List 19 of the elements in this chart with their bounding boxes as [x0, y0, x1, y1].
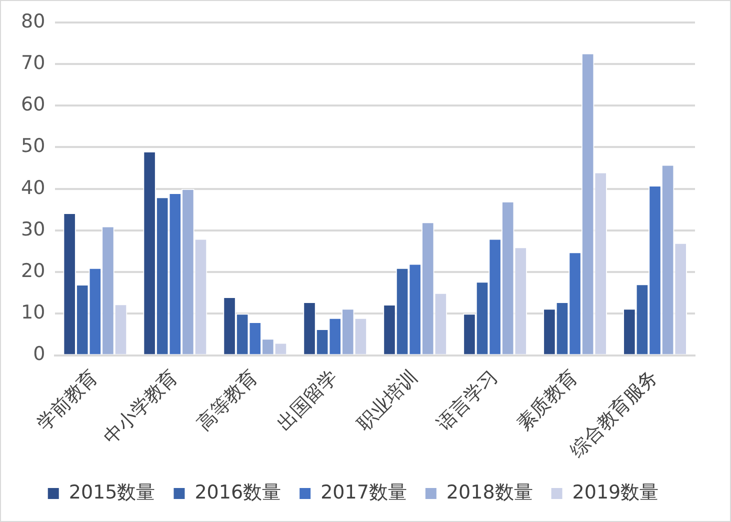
legend-label: 2015数量 [68, 481, 156, 504]
legend-label: 2019数量 [572, 481, 659, 504]
y-tick-label: 60 [20, 94, 46, 116]
x-tick-label: 高等教育 [192, 366, 262, 436]
x-tick-label: 语言学习 [432, 366, 502, 436]
y-tick-label: 50 [20, 135, 46, 158]
x-tick-label: 出国留学 [272, 366, 342, 436]
legend-label: 2018数量 [446, 481, 533, 504]
legend-label: 2017数量 [320, 481, 407, 504]
y-tick-label: 40 [20, 176, 46, 199]
y-tick-label: 0 [33, 343, 46, 366]
y-tick-label: 10 [20, 302, 46, 324]
x-tick-label: 素质教育 [512, 366, 582, 436]
y-tick-label: 70 [20, 52, 46, 74]
y-tick-label: 80 [20, 10, 46, 32]
y-tick-label: 30 [20, 218, 46, 240]
y-tick-label: 20 [20, 260, 46, 282]
x-tick-label: 职业培训 [352, 366, 422, 436]
legend-label: 2016数量 [194, 481, 282, 504]
